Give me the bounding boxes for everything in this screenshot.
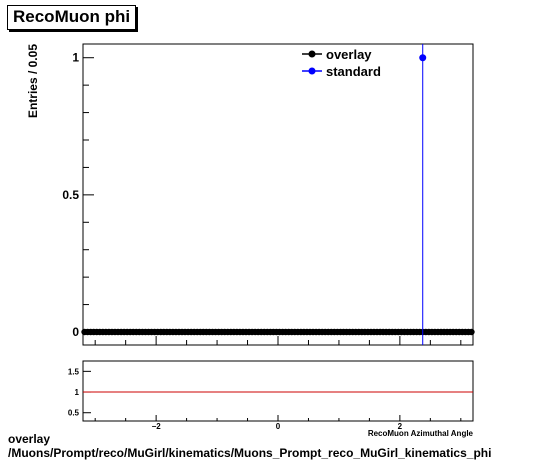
legend-label-standard: standard [326,64,381,79]
y-tick-label: 0 [72,325,79,339]
ratio-x-tick-label: 0 [276,422,281,431]
ratio-x-tick-label: −2 [152,422,162,431]
legend-marker-standard [308,67,316,75]
main-frame [82,43,474,346]
x-axis-label: RecoMuon Azimuthal Angle [368,429,474,438]
ratio-y-tick-label: 1.5 [68,367,80,376]
overlay-point [468,328,475,336]
chart-title: RecoMuon phi [7,5,137,30]
ratio-y-tick-label: 1 [75,388,80,397]
y-tick-label: 1 [72,51,79,65]
legend-label-overlay: overlay [326,47,372,62]
standard-point [419,54,427,62]
y-tick-label: 0.5 [62,188,79,202]
legend: overlay standard [302,47,381,79]
legend-marker-overlay [308,50,316,58]
main-plot-panel: 0 0.5 1 Entries / 0.05 [26,43,475,346]
ratio-frame [82,360,474,422]
y-axis-label: Entries / 0.05 [26,44,40,118]
footer-line-1: overlay [8,432,51,446]
ratio-y-tick-label: 0.5 [68,409,80,418]
footer-line-2: /Muons/Prompt/reco/MuGirl/kinematics/Muo… [8,446,492,460]
footer-caption: overlay /Muons/Prompt/reco/MuGirl/kinema… [8,432,491,460]
ratio-x-tick-label: 2 [398,422,403,431]
